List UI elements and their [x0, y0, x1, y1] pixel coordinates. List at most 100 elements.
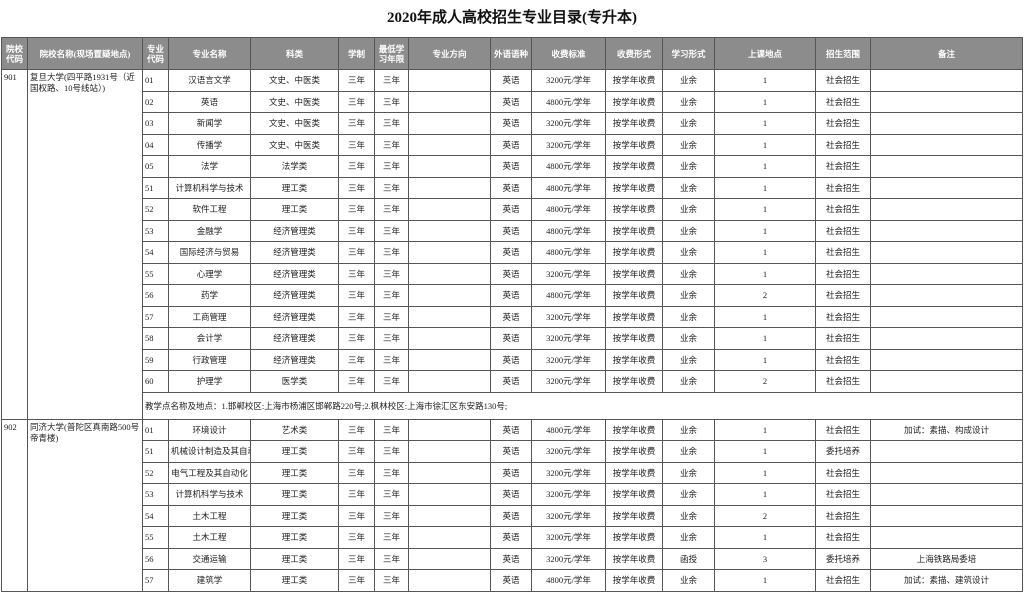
cell-code: 02 [142, 90, 169, 113]
cell-subject: 理工类 [250, 440, 339, 463]
cell-direction [408, 112, 491, 135]
cell-location: 3 [714, 547, 816, 570]
cell-fee-form: 按学年收费 [605, 176, 663, 199]
cell-direction [408, 504, 491, 527]
cell-remark [870, 112, 1023, 135]
cell-subject: 经济管理类 [250, 327, 339, 350]
cell-direction [408, 69, 491, 92]
location-note: 教学点名称及地点：1.邯郸校区:上海市杨浦区邯郸路220号;2.枫林校区:上海市… [142, 391, 1023, 420]
cell-language: 英语 [490, 198, 532, 221]
cell-location: 1 [714, 90, 816, 113]
cell-remark [870, 69, 1023, 92]
cell-min-years: 三年 [374, 327, 409, 350]
cell-name: 护理学 [168, 370, 251, 393]
cell-duration: 三年 [338, 569, 375, 592]
cell-subject: 文史、中医类 [250, 90, 339, 113]
cell-duration: 三年 [338, 440, 375, 463]
cell-location: 1 [714, 198, 816, 221]
cell-subject: 理工类 [250, 176, 339, 199]
cell-remark [870, 133, 1023, 156]
cell-language: 英语 [490, 241, 532, 264]
cell-code: 51 [142, 176, 169, 199]
cell-fee: 3200元/学年 [531, 112, 606, 135]
cell-fee: 3200元/学年 [531, 547, 606, 570]
cell-name: 交通运输 [168, 547, 251, 570]
cell-language: 英语 [490, 440, 532, 463]
cell-fee-form: 按学年收费 [605, 219, 663, 242]
cell-duration: 三年 [338, 526, 375, 549]
cell-fee: 3200元/学年 [531, 327, 606, 350]
cell-scope: 委托培养 [815, 547, 871, 570]
column-header: 外语语种 [490, 37, 532, 70]
cell-location: 1 [714, 483, 816, 506]
cell-remark [870, 440, 1023, 463]
program-row: 53 计算机科学与技术 理工类 三年 三年 英语 3200元/学年 按学年收费 业余 1 社会招生 [2, 483, 1023, 506]
cell-code: 58 [142, 327, 169, 350]
cell-code: 56 [142, 547, 169, 570]
cell-duration: 三年 [338, 241, 375, 264]
cell-remark [870, 305, 1023, 328]
column-header: 专业方向 [408, 37, 491, 70]
cell-study-form: 业余 [662, 284, 715, 307]
cell-code: 53 [142, 219, 169, 242]
cell-duration: 三年 [338, 504, 375, 527]
cell-duration: 三年 [338, 370, 375, 393]
cell-location: 1 [714, 526, 816, 549]
cell-fee: 3200元/学年 [531, 348, 606, 371]
cell-duration: 三年 [338, 262, 375, 285]
cell-direction [408, 526, 491, 549]
cell-location: 1 [714, 305, 816, 328]
cell-study-form: 业余 [662, 461, 715, 484]
cell-subject: 理工类 [250, 569, 339, 592]
cell-fee-form: 按学年收费 [605, 198, 663, 221]
column-header: 学制 [338, 37, 375, 70]
program-row: 51机械设计制造及其自动化理工类三年三年英语3200元/学年按学年收费业余1委托… [2, 440, 1023, 463]
cell-fee-form: 按学年收费 [605, 569, 663, 592]
cell-code: 60 [142, 370, 169, 393]
cell-subject: 理工类 [250, 504, 339, 527]
cell-fee-form: 按学年收费 [605, 461, 663, 484]
cell-subject: 医学类 [250, 370, 339, 393]
cell-duration: 三年 [338, 327, 375, 350]
cell-min-years: 三年 [374, 440, 409, 463]
cell-fee: 3200元/学年 [531, 461, 606, 484]
cell-fee-form: 按学年收费 [605, 262, 663, 285]
cell-location: 1 [714, 348, 816, 371]
cell-location: 2 [714, 370, 816, 393]
cell-fee: 4800元/学年 [531, 90, 606, 113]
cell-subject: 理工类 [250, 526, 339, 549]
school-code: 901 [1, 69, 28, 420]
cell-min-years: 三年 [374, 69, 409, 92]
program-row: 56 交通运输 理工类 三年 三年 英语 3200元/学年 按学年收费 函授 3 委托培养 上海铁路局… [2, 547, 1023, 570]
cell-location: 1 [714, 112, 816, 135]
cell-fee: 3200元/学年 [531, 504, 606, 527]
cell-min-years: 三年 [374, 219, 409, 242]
cell-subject: 理工类 [250, 198, 339, 221]
cell-study-form: 业余 [662, 176, 715, 199]
cell-location: 2 [714, 504, 816, 527]
cell-study-form: 业余 [662, 241, 715, 264]
column-header: 学习形式 [662, 37, 715, 70]
cell-name: 药学 [168, 284, 251, 307]
cell-location: 1 [714, 440, 816, 463]
cell-name: 会计学 [168, 327, 251, 350]
cell-name: 英语 [168, 90, 251, 113]
cell-fee-form: 按学年收费 [605, 155, 663, 178]
cell-study-form: 业余 [662, 370, 715, 393]
cell-fee: 4800元/学年 [531, 198, 606, 221]
cell-study-form: 业余 [662, 90, 715, 113]
cell-remark [870, 90, 1023, 113]
cell-language: 英语 [490, 327, 532, 350]
cell-name: 新闻学 [168, 112, 251, 135]
cell-remark [870, 526, 1023, 549]
cell-scope: 社会招生 [815, 483, 871, 506]
cell-name: 机械设计制造及其自动化 [168, 440, 251, 463]
cell-fee: 3200元/学年 [531, 440, 606, 463]
cell-subject: 理工类 [250, 461, 339, 484]
cell-direction [408, 461, 491, 484]
cell-min-years: 三年 [374, 155, 409, 178]
cell-name: 汉语言文学 [168, 69, 251, 92]
cell-direction [408, 370, 491, 393]
program-row: 60 护理学 医学类 三年 三年 英语 3200元/学年 按学年收费 业余 2 社会招生 [2, 370, 1023, 393]
cell-duration: 三年 [338, 348, 375, 371]
